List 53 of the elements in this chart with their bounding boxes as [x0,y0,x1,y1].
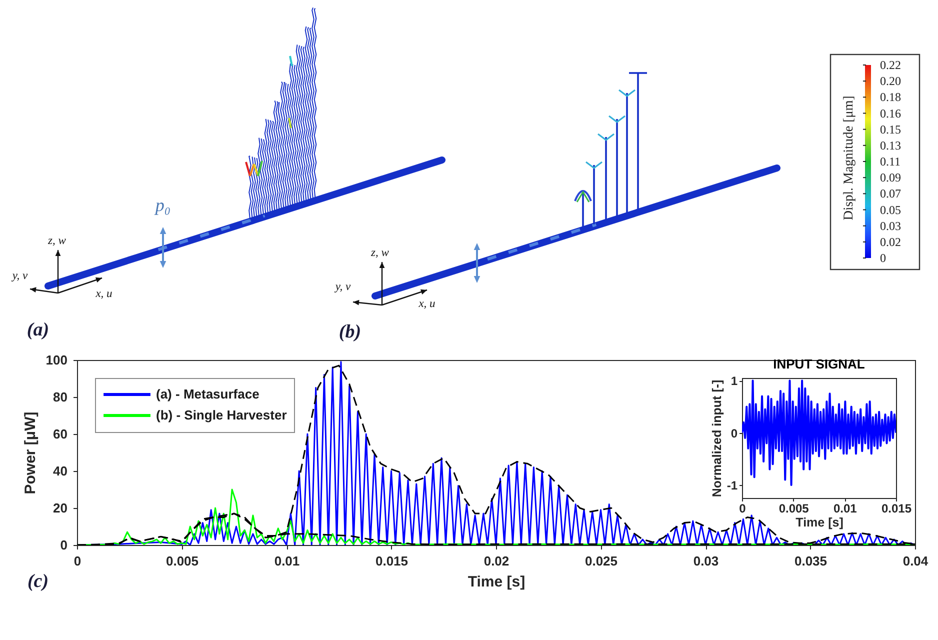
text: x, u [418,298,436,310]
y-tick-label: 100 [46,352,68,368]
y-tick-label: 60 [53,426,68,442]
text: 0.13 [880,138,901,152]
text: 0.09 [880,170,901,185]
text: 0 [880,251,886,265]
y-tick-label: 80 [53,390,68,404]
chart-title: INPUT SIGNAL [773,356,865,372]
legend-label: (a) - Metasurface [156,386,260,402]
legend-label: (b) - Single Harvester [156,408,287,422]
x-tick-label: 0 [74,554,82,568]
x-tick-label: 0.02 [484,554,510,568]
y-tick-label: 20 [53,500,68,516]
x-tick-label: 0 [739,502,746,516]
x-tick-label: 0.015 [375,554,408,568]
text: (c) [27,571,49,593]
y-tick-label: 0 [60,538,68,552]
text: x, u [94,288,113,300]
x-tick-label: 0.04 [902,554,929,568]
y-axis-title: Power [μW] [22,412,39,494]
text: 0.15 [880,122,901,136]
x-tick-label: 0.03 [693,554,719,568]
text: 0.11 [880,154,901,168]
y-tick-label: -1 [726,478,738,492]
text: 0.03 [880,218,901,233]
text: 0.18 [880,90,901,104]
text: (a) [26,320,50,340]
text: y, v [11,270,29,282]
text: z, w [370,247,390,259]
x-axis-title: Time [s] [796,516,844,530]
text: p₀ [153,195,171,215]
text: 0.07 [880,186,901,201]
text: (b) [338,322,362,342]
y-tick-label: 0 [730,426,738,440]
x-axis-title: Time [s] [468,574,526,590]
y-tick-label: 40 [53,464,68,478]
x-tick-label: 0.005 [166,554,199,568]
y-tick-label: 1 [730,374,738,388]
text: 0.02 [880,234,901,249]
x-tick-label: 0.01 [833,502,858,516]
y-axis-title: Normalized input [-] [710,380,724,498]
text: 0.20 [880,74,901,88]
text: y, v [334,281,352,293]
x-tick-label: 0.01 [274,554,300,568]
x-tick-label: 0.015 [881,502,912,516]
x-tick-label: 0.035 [794,554,828,568]
x-tick-label: 0.005 [778,502,810,516]
color-bar-title: Displ. Magnitude [μm] [840,96,856,220]
text: 0.16 [880,106,901,120]
text: 0.05 [880,202,901,217]
x-tick-label: 0.025 [584,554,618,568]
text: z, w [47,235,66,247]
text: 0.22 [880,58,901,72]
